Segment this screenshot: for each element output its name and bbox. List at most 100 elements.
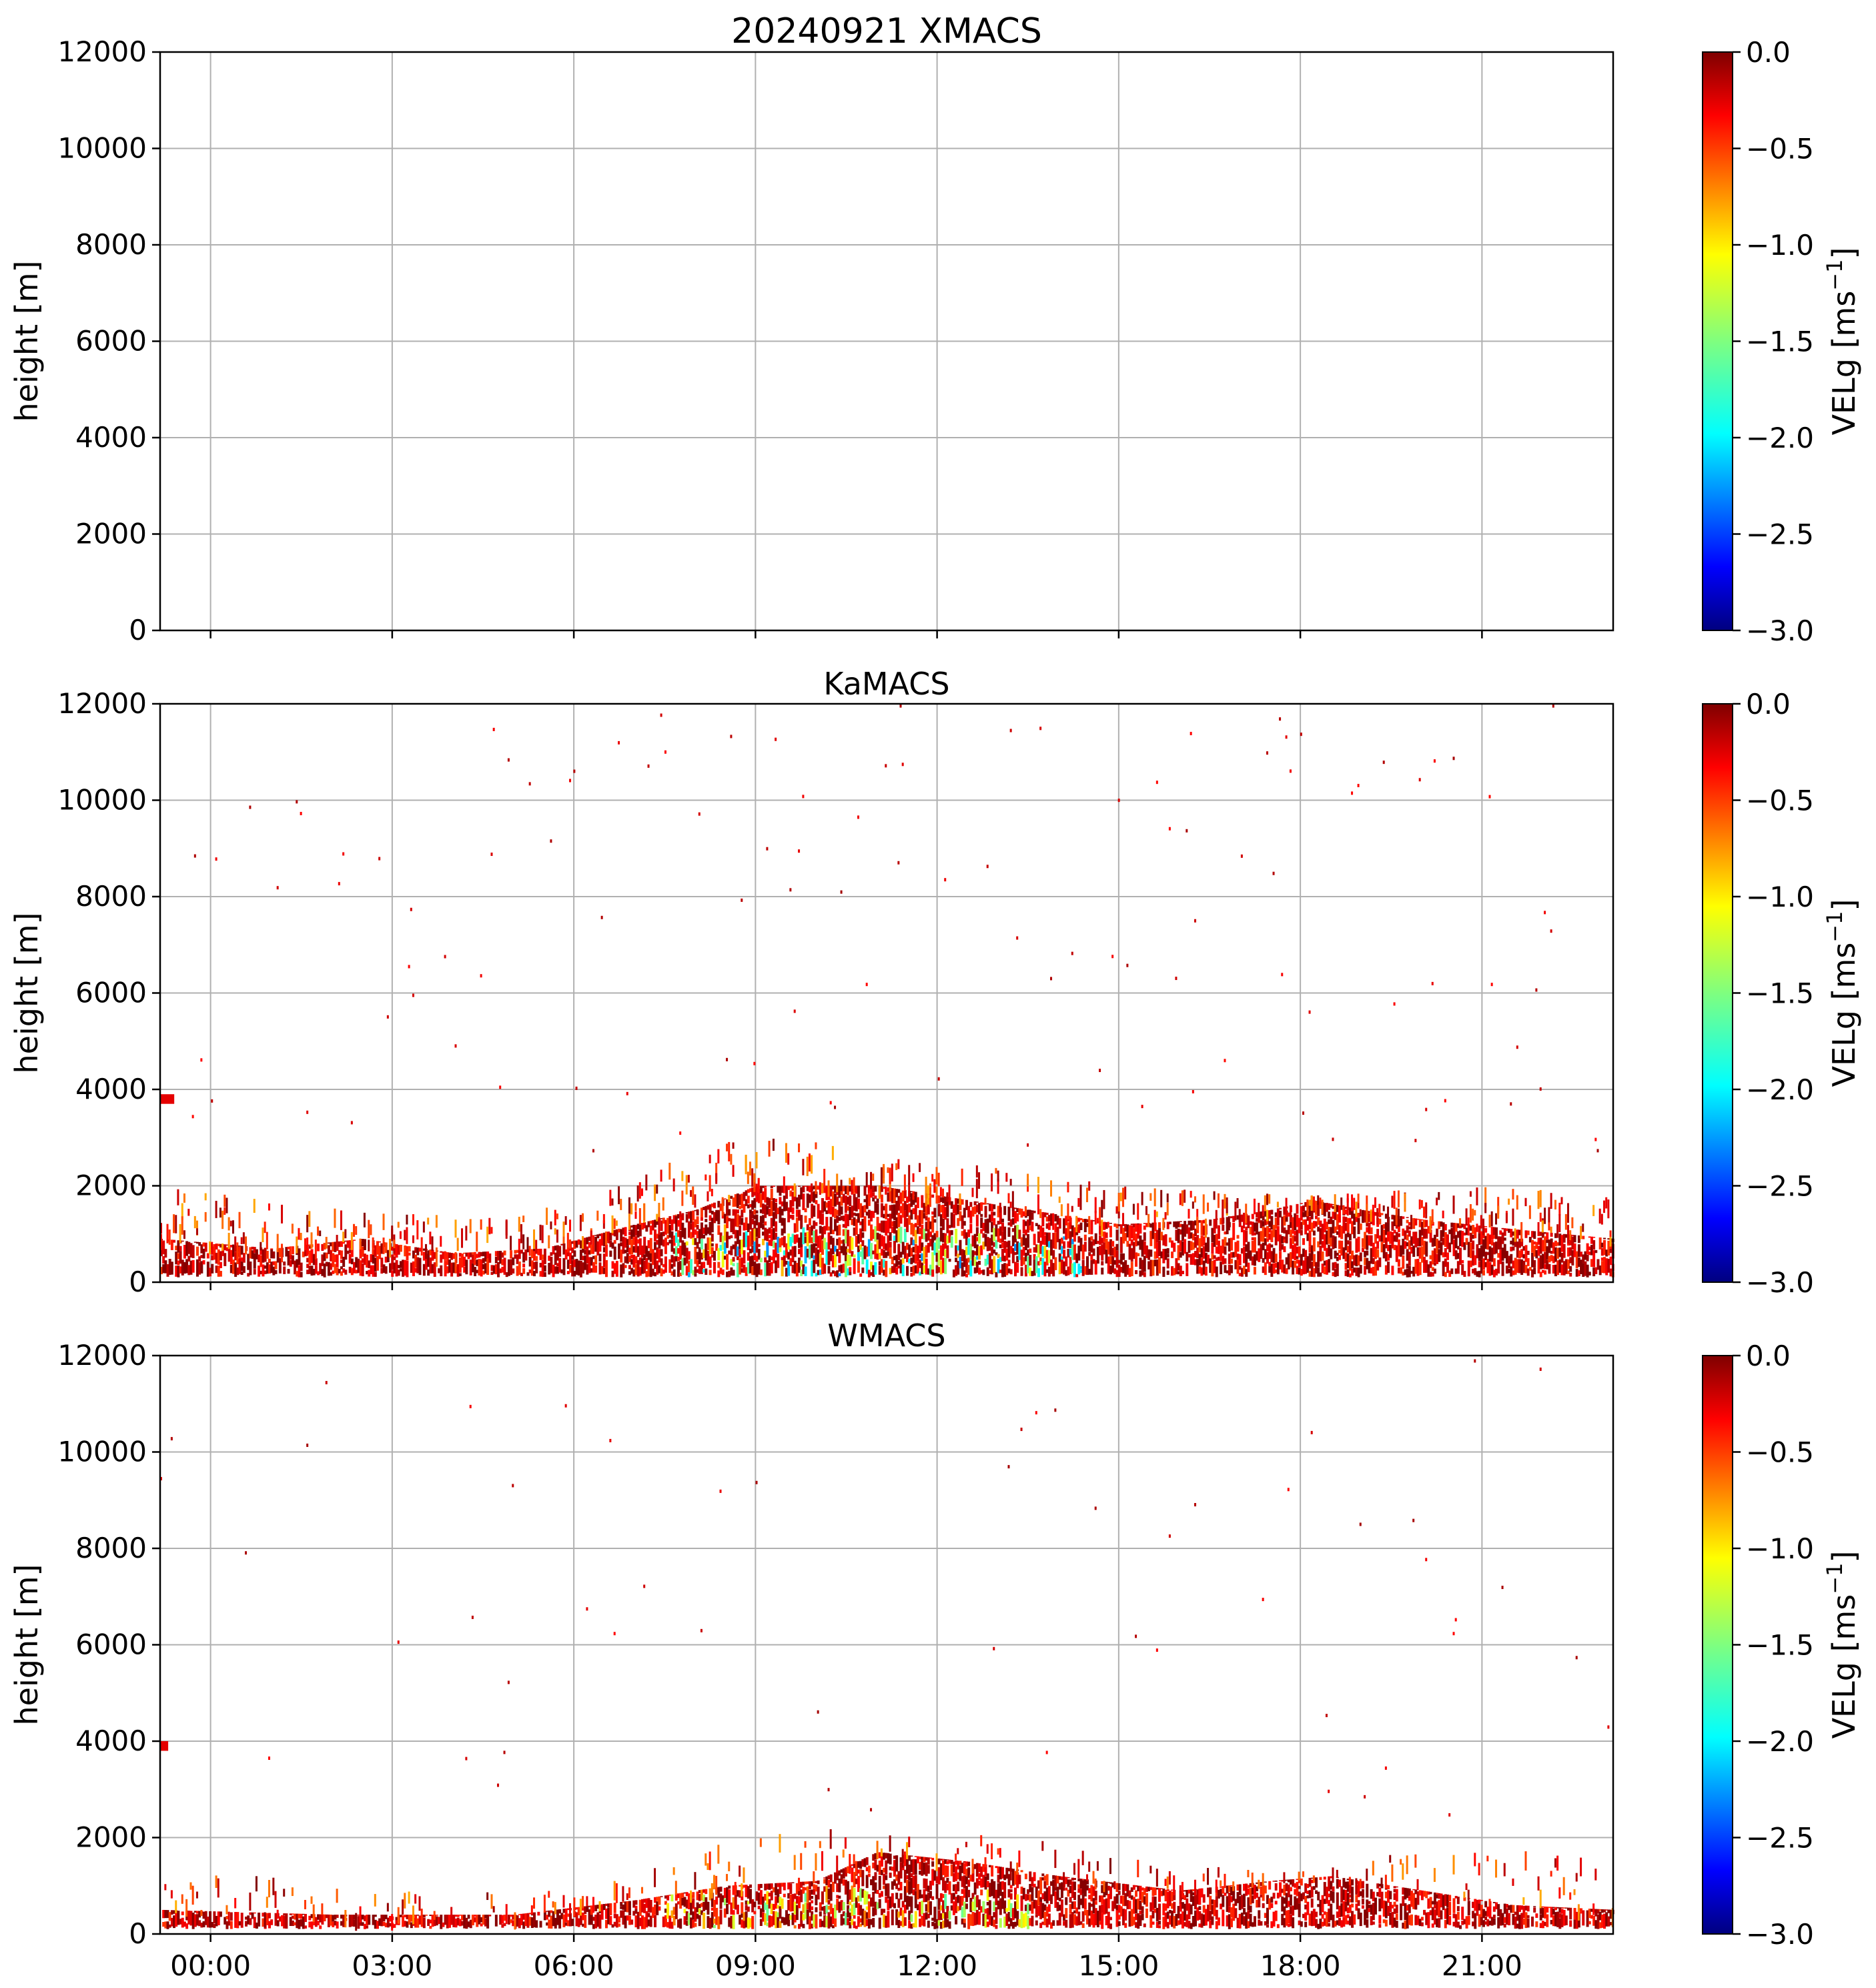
echo-cell: [891, 1226, 894, 1233]
echo-cell: [550, 1910, 553, 1913]
echo-cell: [418, 1258, 422, 1276]
echo-cell: [779, 1206, 782, 1223]
echo-cell: [1130, 1223, 1133, 1225]
echo-cell: [662, 1270, 665, 1274]
echo-cell: [1431, 1237, 1434, 1247]
echo-speck: [654, 1184, 656, 1201]
echo-cell: [1518, 1229, 1521, 1235]
echo-cell: [548, 1263, 551, 1275]
echo-cell: [728, 1917, 731, 1927]
echo-cell: [944, 1894, 947, 1909]
echo-cell: [885, 1243, 888, 1251]
echo-cell: [997, 1900, 1000, 1910]
echo-speck: [522, 1234, 525, 1250]
echo-speck: [819, 1841, 821, 1849]
echo-cell: [942, 1877, 945, 1891]
echo-cell: [1438, 1240, 1441, 1249]
echo-cell: [1069, 1257, 1072, 1274]
echo-cell: [781, 1185, 784, 1193]
echo-cell: [880, 1853, 883, 1867]
echo-cell: [844, 1228, 847, 1244]
echo-cell: [1164, 1912, 1167, 1927]
echo-cell: [967, 1861, 971, 1867]
echo-cell: [1135, 1885, 1138, 1887]
echo-cell: [791, 1882, 795, 1883]
echo-cell: [914, 1205, 917, 1220]
echo-cell: [348, 1240, 352, 1249]
echo-speck: [1319, 1197, 1322, 1209]
echo-cell: [889, 1872, 892, 1878]
echo-cell: [899, 1907, 903, 1916]
echo-cell: [948, 1859, 951, 1864]
echo-speck: [272, 1877, 275, 1895]
echo-cell: [361, 1246, 364, 1257]
echo-cell: [1153, 1896, 1157, 1909]
echo-cell: [499, 1268, 502, 1274]
echo-cell: [1448, 1242, 1452, 1253]
echo-speck: [851, 1179, 853, 1195]
echo-cell: [1041, 1227, 1045, 1245]
echo-cell: [308, 1246, 312, 1249]
echo-cell: [1113, 1268, 1117, 1274]
echo-cell: [925, 1857, 928, 1861]
echo-cell: [813, 1220, 816, 1229]
echo-speck: [798, 849, 801, 853]
echo-cell: [1092, 1259, 1095, 1264]
echo-cell: [1173, 1268, 1176, 1276]
echo-cell: [1281, 1216, 1284, 1233]
echo-cell: [1355, 1268, 1358, 1276]
echo-cell: [1368, 1213, 1371, 1222]
echo-cell: [1478, 1261, 1481, 1268]
echo-cell: [849, 1922, 852, 1929]
echo-cell: [1550, 1232, 1553, 1237]
echo-cell: [800, 1232, 803, 1248]
echo-cell: [1268, 1243, 1272, 1260]
echo-cell: [1292, 1260, 1295, 1275]
echo-cell: [853, 1227, 856, 1236]
echo-cell: [732, 1263, 735, 1267]
echo-cell: [1501, 1232, 1504, 1244]
echo-cell: [785, 1243, 788, 1258]
echo-cell: [530, 1917, 534, 1929]
echo-cell: [806, 1881, 809, 1885]
echo-cell: [813, 1191, 816, 1203]
echo-cell: [1472, 1225, 1475, 1234]
echo-cell: [899, 1252, 903, 1258]
echo-cell: [933, 1207, 937, 1217]
echo-cell: [971, 1235, 975, 1247]
echo-cell: [1160, 1888, 1163, 1890]
echo-cell: [747, 1223, 750, 1232]
echo-cell: [636, 1223, 640, 1229]
echo-cell: [1113, 1223, 1117, 1227]
echo-cell: [1406, 1268, 1409, 1278]
echo-cell: [1029, 1883, 1032, 1893]
echo-speck: [1539, 1189, 1542, 1207]
echo-cell: [1033, 1899, 1036, 1909]
echo-cell: [1135, 1270, 1138, 1274]
echo-speck: [1605, 1197, 1608, 1209]
echo-cell: [520, 1272, 523, 1276]
echo-cell: [847, 1918, 850, 1926]
echo-cell: [1200, 1235, 1204, 1247]
echo-cell: [741, 1193, 744, 1209]
echo-cell: [1260, 1220, 1263, 1228]
echo-cell: [935, 1239, 939, 1252]
echo-cell: [1467, 1241, 1470, 1258]
echo-speck: [1262, 1205, 1264, 1216]
echo-cell: [592, 1256, 595, 1260]
echo-speck: [1224, 1193, 1226, 1209]
echo-cell: [1446, 1234, 1449, 1250]
echo-cell: [757, 1905, 761, 1909]
echo-cell: [166, 1921, 169, 1929]
echo-cell: [717, 1270, 721, 1278]
echo-cell: [817, 1203, 820, 1219]
echo-cell: [808, 1889, 811, 1901]
echo-cell: [1351, 1261, 1354, 1269]
echo-cell: [1158, 1921, 1161, 1925]
echo-cell: [554, 1917, 557, 1929]
echo-cell: [880, 1909, 883, 1915]
echo-cell: [770, 1217, 773, 1229]
echo-cell: [361, 1263, 364, 1277]
echo-cell: [594, 1236, 598, 1252]
echo-speck: [1181, 1881, 1184, 1898]
